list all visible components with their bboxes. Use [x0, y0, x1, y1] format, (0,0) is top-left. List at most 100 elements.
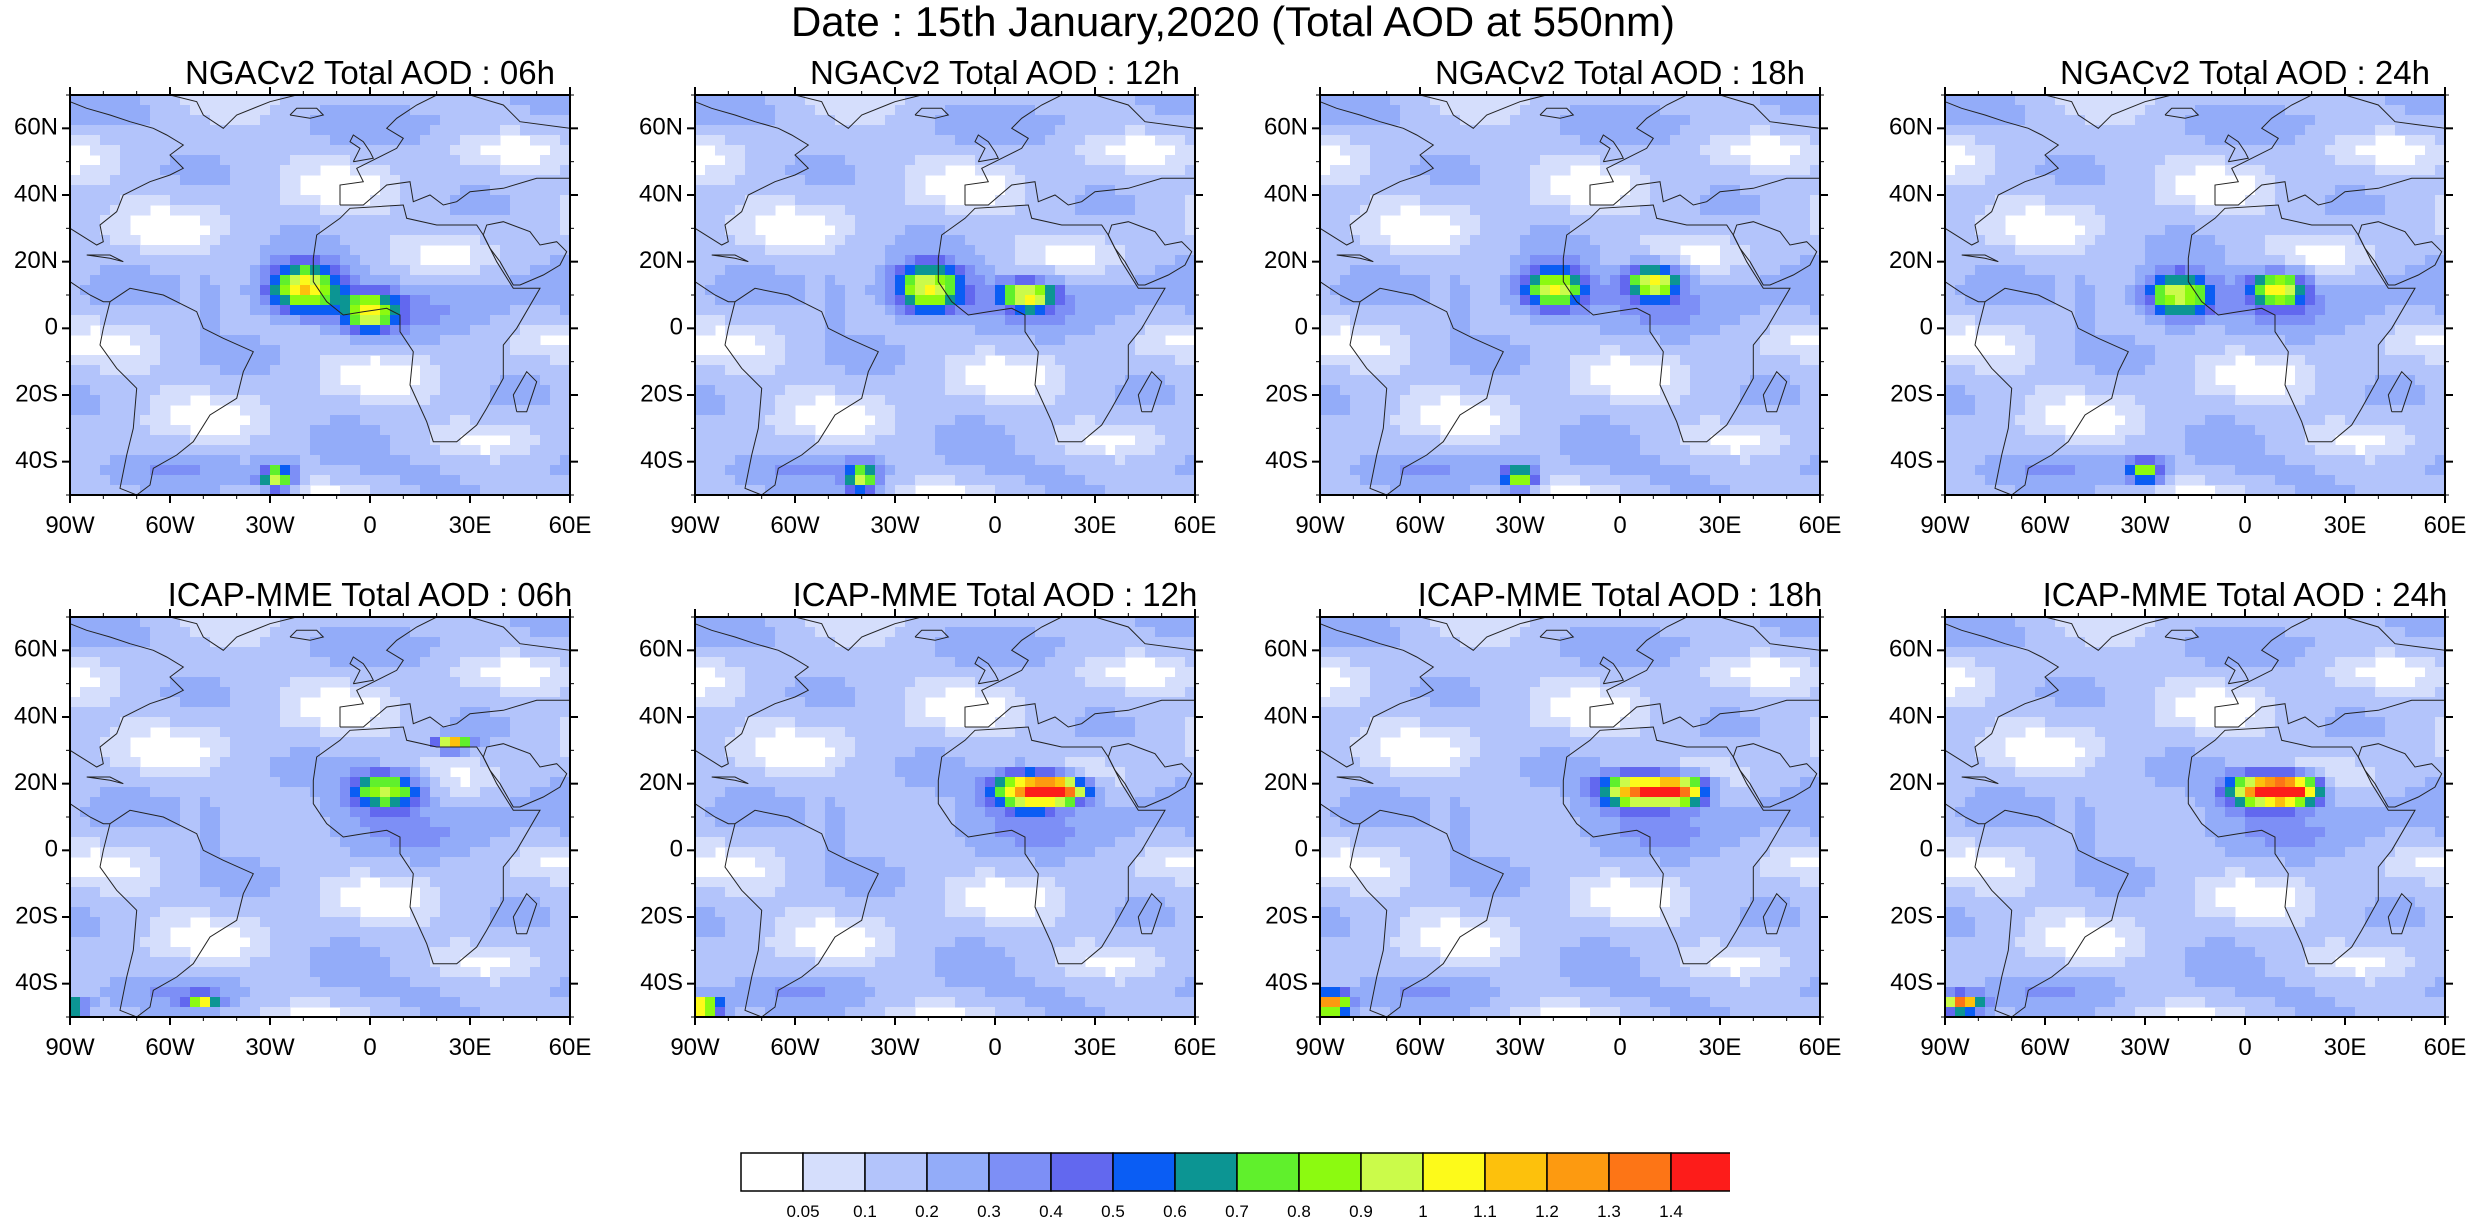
- aod-map: 60N 40N 20N 0 20S 40S 90W 60W 30W 0 30E 60E: [639, 87, 1217, 539]
- lon-tick-label: 90W: [1295, 512, 1345, 539]
- aod-map: 60N 40N 20N 0 20S 40S 90W 60W 30W 0 30E 60E: [1264, 87, 1842, 539]
- lat-tick-label: 60N: [1264, 636, 1308, 663]
- coastlines: [1319, 94, 1821, 496]
- lat-tick-label: 40N: [639, 180, 683, 207]
- lon-tick-label: 0: [988, 1034, 1001, 1061]
- colorbar-label: 0.4: [1039, 1202, 1063, 1221]
- colorbar-swatch: [1174, 1152, 1238, 1192]
- lon-tick-label: 60W: [1395, 512, 1445, 539]
- lon-tick-label: 0: [1613, 512, 1626, 539]
- lat-tick-label: 20N: [639, 247, 683, 274]
- lat-tick-label: 0: [45, 836, 58, 863]
- lat-tick-label: 40N: [1889, 702, 1933, 729]
- map-panel: ICAP-MME Total AOD : 06h 60N 40N 20N 0 20S 40S…: [0, 577, 740, 1137]
- panel-title: NGACv2 Total AOD : 24h: [2060, 54, 2430, 91]
- lon-tick-label: 0: [2238, 1034, 2251, 1061]
- lon-tick-label: 30E: [449, 1034, 492, 1061]
- aod-map: 60N 40N 20N 0 20S 40S 90W 60W 30W 0 30E 60E: [1889, 87, 2466, 539]
- lon-tick-label: 90W: [670, 512, 720, 539]
- lon-tick-label: 0: [2238, 512, 2251, 539]
- lat-tick-label: 0: [670, 314, 683, 341]
- colorbar-label: 1: [1418, 1202, 1428, 1221]
- colorbar-swatch: [988, 1152, 1052, 1192]
- lat-tick-label: 20S: [15, 902, 58, 929]
- lon-tick-label: 60E: [1174, 512, 1217, 539]
- colorbar-swatch: [926, 1152, 990, 1192]
- lat-tick-label: 40S: [1265, 447, 1308, 474]
- coastlines: [1319, 616, 1821, 1018]
- lat-tick-label: 20N: [1889, 769, 1933, 796]
- colorbar-swatch: [1422, 1152, 1486, 1192]
- lat-tick-label: 40S: [15, 447, 58, 474]
- lon-tick-label: 60W: [770, 1034, 820, 1061]
- lat-tick-label: 0: [1295, 314, 1308, 341]
- lat-tick-label: 60N: [1264, 114, 1308, 141]
- aod-field: [695, 617, 1196, 1018]
- lat-tick-label: 0: [1920, 314, 1933, 341]
- lat-tick-label: 60N: [1889, 636, 1933, 663]
- colorbar-swatch: [1050, 1152, 1114, 1192]
- lon-tick-label: 60W: [145, 1034, 195, 1061]
- aod-field: [70, 617, 571, 1018]
- lat-tick-label: 0: [1920, 836, 1933, 863]
- coastlines: [69, 616, 571, 1018]
- colorbar-label: 1.4: [1659, 1202, 1683, 1221]
- colorbar-swatch: [1112, 1152, 1176, 1192]
- lat-tick-label: 40S: [1265, 969, 1308, 996]
- lat-tick-label: 20S: [1265, 902, 1308, 929]
- lat-tick-label: 40N: [14, 180, 58, 207]
- lon-tick-label: 60W: [2020, 1034, 2070, 1061]
- coastlines: [694, 94, 1196, 496]
- lat-tick-label: 0: [670, 836, 683, 863]
- lat-tick-label: 20N: [1264, 769, 1308, 796]
- lon-tick-label: 60W: [145, 512, 195, 539]
- lon-tick-label: 30E: [1074, 512, 1117, 539]
- lat-tick-label: 60N: [639, 114, 683, 141]
- lon-tick-label: 30E: [2324, 512, 2367, 539]
- lat-tick-label: 40N: [14, 702, 58, 729]
- aod-map: 60N 40N 20N 0 20S 40S 90W 60W 30W 0 30E 60E: [14, 609, 592, 1061]
- lon-tick-label: 90W: [1920, 512, 1970, 539]
- panel-title: NGACv2 Total AOD : 18h: [1435, 54, 1805, 91]
- lat-tick-label: 20S: [640, 902, 683, 929]
- map-panel: NGACv2 Total AOD : 06h 60N 40N 20N 0 20S 40S 90…: [0, 55, 740, 615]
- lon-tick-label: 60E: [549, 1034, 592, 1061]
- colorbar-swatch: [1360, 1152, 1424, 1192]
- colorbar-label: 0.1: [853, 1202, 877, 1221]
- colorbar-label: 0.7: [1225, 1202, 1249, 1221]
- colorbar-swatch: [864, 1152, 928, 1192]
- lat-tick-label: 60N: [639, 636, 683, 663]
- aod-field: [70, 95, 571, 496]
- lat-tick-label: 40N: [1889, 180, 1933, 207]
- colorbar-swatch: [1484, 1152, 1548, 1192]
- lon-tick-label: 30W: [245, 512, 295, 539]
- colorbar-label: 0.5: [1101, 1202, 1125, 1221]
- lat-tick-label: 20S: [1890, 902, 1933, 929]
- coastlines: [1944, 616, 2446, 1018]
- lon-tick-label: 30E: [449, 512, 492, 539]
- colorbar-label: 0.6: [1163, 1202, 1187, 1221]
- lat-tick-label: 0: [1295, 836, 1308, 863]
- lon-tick-label: 30W: [245, 1034, 295, 1061]
- lon-tick-label: 0: [1613, 1034, 1626, 1061]
- lon-tick-label: 60E: [1799, 512, 1842, 539]
- lat-tick-label: 40N: [639, 702, 683, 729]
- panel-title: NGACv2 Total AOD : 12h: [810, 54, 1180, 91]
- aod-map: 60N 40N 20N 0 20S 40S 90W 60W 30W 0 30E 60E: [639, 609, 1216, 1061]
- lon-tick-label: 90W: [670, 1034, 720, 1061]
- map-panel: ICAP-MME Total AOD : 24h 60N 40N 20N 0 20S 40S…: [1875, 577, 2466, 1137]
- aod-field: [1945, 95, 2446, 496]
- lon-tick-label: 60E: [2424, 1034, 2466, 1061]
- colorbar-label: 0.3: [977, 1202, 1001, 1221]
- colorbar: [740, 1152, 1730, 1192]
- lon-tick-label: 0: [363, 1034, 376, 1061]
- aod-map: 60N 40N 20N 0 20S 40S 90W 60W 30W 0 30E 60E: [1264, 609, 1841, 1061]
- aod-map: 60N 40N 20N 0 20S 40S 90W 60W 30W 0 30E 60E: [14, 87, 591, 539]
- panel-title: ICAP-MME Total AOD : 12h: [792, 576, 1198, 613]
- colorbar-swatch: [1298, 1152, 1362, 1192]
- lat-tick-label: 20N: [14, 247, 58, 274]
- panel-title: ICAP-MME Total AOD : 24h: [2042, 576, 2448, 613]
- aod-field: [1320, 95, 1821, 496]
- lon-tick-label: 0: [363, 512, 376, 539]
- lon-tick-label: 30E: [1699, 512, 1742, 539]
